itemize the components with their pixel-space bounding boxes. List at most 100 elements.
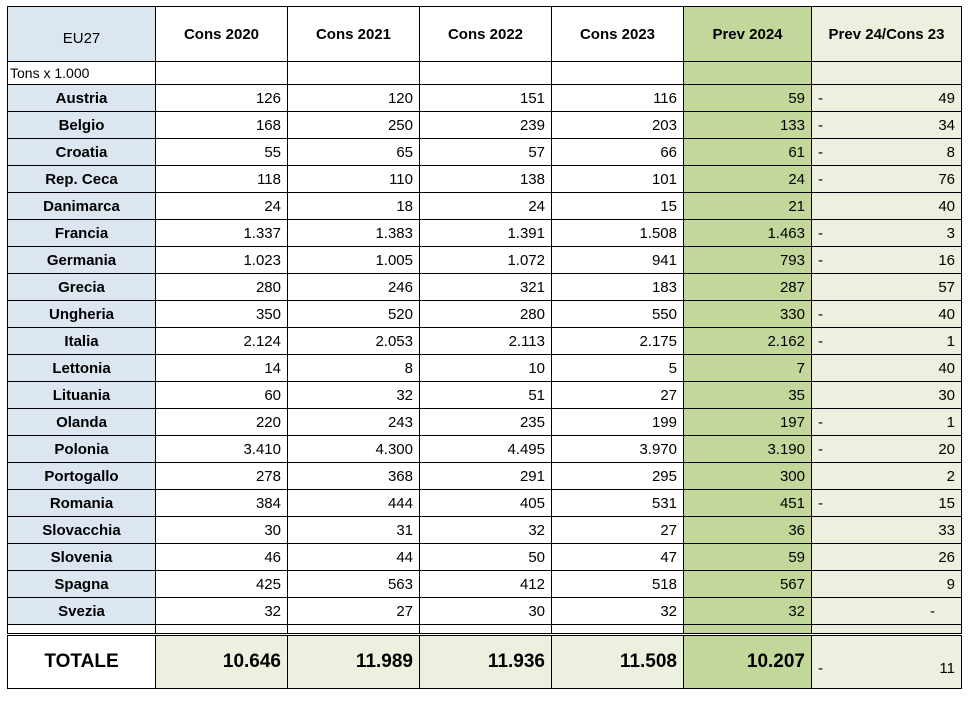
cons-2020-cell[interactable]: 280 [155,273,288,301]
variation-cell[interactable]: - 16 [811,246,962,274]
country-cell[interactable]: Slovacchia [7,516,156,544]
cons-2020-cell[interactable]: 1.337 [155,219,288,247]
variation-cell[interactable]: -1 [811,327,962,355]
empty-cell[interactable] [683,624,812,636]
cons-2021-cell[interactable]: 246 [287,273,420,301]
cons-2020-cell[interactable]: 32 [155,597,288,625]
cons-2021-cell[interactable]: 18 [287,192,420,220]
variation-cell[interactable]: 40 [811,192,962,220]
cons-2022-cell[interactable]: 50 [419,543,552,571]
cons-2022-cell[interactable]: 138 [419,165,552,193]
country-cell[interactable]: Polonia [7,435,156,463]
cons-2023-cell[interactable]: 3.970 [551,435,684,463]
country-cell[interactable]: Ungheria [7,300,156,328]
prev-2024-cell[interactable]: 35 [683,381,812,409]
prev-2024-cell[interactable]: 61 [683,138,812,166]
cons-2020-cell[interactable]: 126 [155,84,288,112]
country-cell[interactable]: Svezia [7,597,156,625]
country-cell[interactable]: Austria [7,84,156,112]
variation-cell[interactable]: - 34 [811,111,962,139]
cons-2021-cell[interactable]: 444 [287,489,420,517]
empty-cell[interactable] [683,61,812,85]
cons-2022-cell[interactable]: 291 [419,462,552,490]
region-header[interactable]: EU27 [7,6,156,62]
prev-2024-cell[interactable]: 300 [683,462,812,490]
cons-2021-cell[interactable]: 27 [287,597,420,625]
cons-2021-cell[interactable]: 250 [287,111,420,139]
prev-2024-cell[interactable]: 330 [683,300,812,328]
cons-2021-cell[interactable]: 368 [287,462,420,490]
variation-cell[interactable]: - 49 [811,84,962,112]
cons-2023-cell[interactable]: 101 [551,165,684,193]
cons-2023-cell[interactable]: 941 [551,246,684,274]
col-header-cons-2022[interactable]: Cons 2022 [419,6,552,62]
cons-2022-cell[interactable]: 412 [419,570,552,598]
variation-cell[interactable]: 33 [811,516,962,544]
cons-2023-cell[interactable]: 518 [551,570,684,598]
cons-2023-cell[interactable]: 550 [551,300,684,328]
cons-2022-cell[interactable]: 2.113 [419,327,552,355]
cons-2022-cell[interactable]: 24 [419,192,552,220]
cons-2021-cell[interactable]: 8 [287,354,420,382]
total-cons-2023[interactable]: 11.508 [551,634,684,689]
prev-2024-cell[interactable]: 2.162 [683,327,812,355]
cons-2022-cell[interactable]: 32 [419,516,552,544]
cons-2022-cell[interactable]: 239 [419,111,552,139]
total-cons-2021[interactable]: 11.989 [287,634,420,689]
country-cell[interactable]: Slovenia [7,543,156,571]
empty-cell[interactable] [155,61,288,85]
cons-2020-cell[interactable]: 220 [155,408,288,436]
variation-cell[interactable]: -1 [811,408,962,436]
empty-cell[interactable] [811,61,962,85]
empty-cell[interactable] [287,61,420,85]
empty-cell[interactable] [419,624,552,636]
cons-2023-cell[interactable]: 199 [551,408,684,436]
cons-2020-cell[interactable]: 2.124 [155,327,288,355]
cons-2023-cell[interactable]: 183 [551,273,684,301]
prev-2024-cell[interactable]: 32 [683,597,812,625]
empty-cell[interactable] [551,61,684,85]
variation-cell[interactable]: 26 [811,543,962,571]
cons-2021-cell[interactable]: 520 [287,300,420,328]
cons-2021-cell[interactable]: 32 [287,381,420,409]
cons-2020-cell[interactable]: 350 [155,300,288,328]
cons-2020-cell[interactable]: 55 [155,138,288,166]
country-cell[interactable]: Grecia [7,273,156,301]
variation-cell[interactable]: -3 [811,219,962,247]
country-cell[interactable]: Spagna [7,570,156,598]
prev-2024-cell[interactable]: 1.463 [683,219,812,247]
cons-2023-cell[interactable]: 531 [551,489,684,517]
prev-2024-cell[interactable]: 24 [683,165,812,193]
cons-2023-cell[interactable]: 2.175 [551,327,684,355]
prev-2024-cell[interactable]: 36 [683,516,812,544]
cons-2022-cell[interactable]: 57 [419,138,552,166]
cons-2023-cell[interactable]: 5 [551,354,684,382]
country-cell[interactable]: Croatia [7,138,156,166]
cons-2022-cell[interactable]: 405 [419,489,552,517]
cons-2022-cell[interactable]: 1.391 [419,219,552,247]
cons-2020-cell[interactable]: 14 [155,354,288,382]
cons-2023-cell[interactable]: 295 [551,462,684,490]
cons-2021-cell[interactable]: 1.005 [287,246,420,274]
empty-cell[interactable] [811,624,962,636]
cons-2022-cell[interactable]: 51 [419,381,552,409]
cons-2023-cell[interactable]: 32 [551,597,684,625]
col-header-prev-2024[interactable]: Prev 2024 [683,6,812,62]
variation-cell[interactable]: -8 [811,138,962,166]
prev-2024-cell[interactable]: 21 [683,192,812,220]
country-cell[interactable]: Italia [7,327,156,355]
cons-2023-cell[interactable]: 15 [551,192,684,220]
cons-2020-cell[interactable]: 425 [155,570,288,598]
total-cons-2022[interactable]: 11.936 [419,634,552,689]
variation-cell[interactable]: - [811,597,962,625]
cons-2020-cell[interactable]: 168 [155,111,288,139]
cons-2022-cell[interactable]: 151 [419,84,552,112]
col-header-cons-2021[interactable]: Cons 2021 [287,6,420,62]
cons-2021-cell[interactable]: 4.300 [287,435,420,463]
total-label[interactable]: TOTALE [7,634,156,689]
cons-2020-cell[interactable]: 24 [155,192,288,220]
cons-2022-cell[interactable]: 10 [419,354,552,382]
country-cell[interactable]: Francia [7,219,156,247]
empty-cell[interactable] [7,624,156,636]
cons-2021-cell[interactable]: 65 [287,138,420,166]
